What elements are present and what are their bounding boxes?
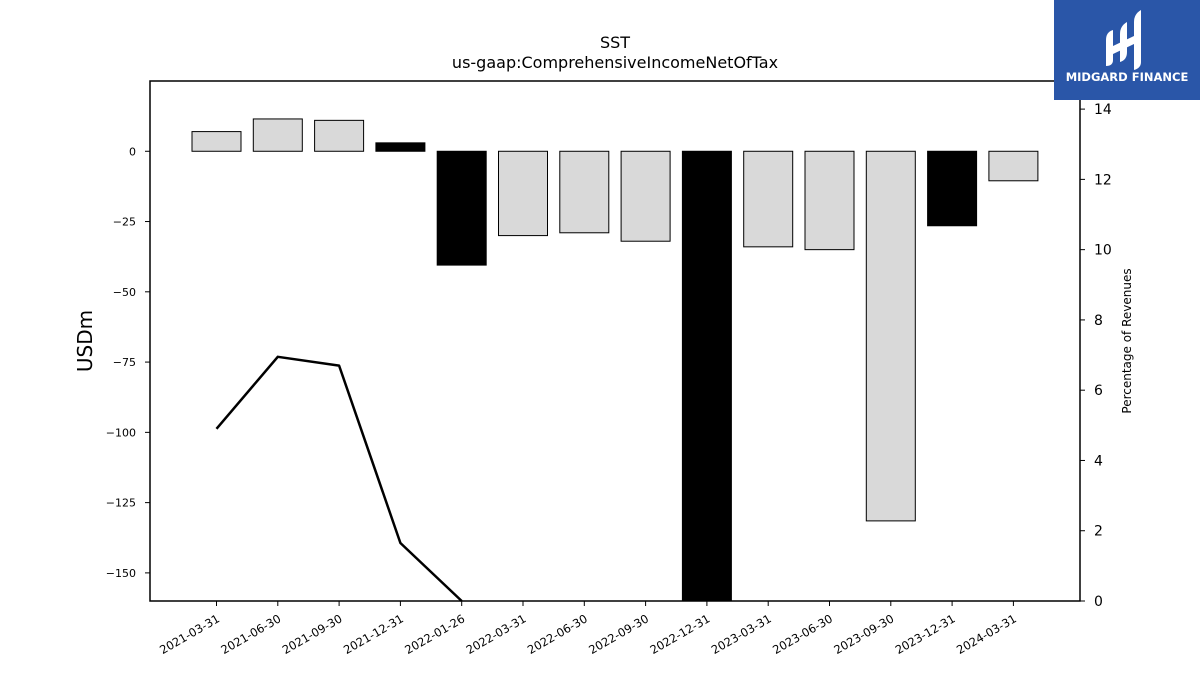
bar-2022-01-26 [436, 150, 487, 266]
bar-2021-06-30 [252, 118, 303, 152]
chart-subtitle: us-gaap:ComprehensiveIncomeNetOfTax [452, 53, 778, 72]
y2-tick-label: 8 [1094, 313, 1103, 329]
bar-2023-06-30 [804, 150, 855, 251]
bar-2022-06-30 [559, 150, 610, 234]
bar-2024-03-31 [988, 150, 1039, 182]
y-tick-label: −125 [106, 497, 136, 510]
y-tick-label: −50 [113, 286, 136, 299]
x-tick-label: 2021-09-30 [280, 611, 345, 657]
brand-logo: MIDGARD FINANCE [1054, 0, 1200, 100]
y2-axis: 0 2 4 6 8 10 12 14 [1080, 102, 1112, 610]
y2-tick-label: 4 [1094, 453, 1103, 469]
x-axis: 2021-03-312021-06-302021-09-302021-12-31… [157, 601, 1019, 657]
bar-2023-03-31 [743, 150, 794, 248]
y-tick-label: −100 [106, 426, 136, 439]
y2-tick-label: 2 [1094, 524, 1103, 540]
y2-tick-label: 14 [1094, 102, 1112, 118]
y-tick-label: −75 [113, 356, 136, 369]
logo-mark-icon [1106, 10, 1141, 70]
x-tick-label: 2023-12-31 [893, 611, 958, 657]
bar-2023-09-30 [865, 150, 916, 522]
y2-tick-label: 0 [1094, 594, 1103, 610]
bar-2023-12-31 [927, 150, 978, 227]
y2-tick-label: 6 [1094, 383, 1103, 399]
y2-tick-label: 12 [1094, 172, 1112, 188]
bars-group [191, 118, 1039, 602]
x-tick-label: 2022-06-30 [525, 611, 590, 657]
x-tick-label: 2022-12-31 [648, 611, 713, 657]
x-tick-label: 2023-06-30 [770, 611, 835, 657]
y-tick-label: −150 [106, 567, 136, 580]
line-group [215, 355, 463, 602]
x-tick-label: 2023-09-30 [831, 611, 896, 657]
y-axis-label: USDm [73, 310, 97, 372]
bar-2021-12-31 [375, 142, 426, 152]
x-tick-label: 2023-03-31 [709, 611, 774, 657]
bar-2021-03-31 [191, 131, 242, 152]
y-tick-label: 0 [129, 145, 136, 158]
logo-text: MIDGARD FINANCE [1066, 70, 1189, 84]
x-tick-label: 2024-03-31 [954, 611, 1019, 657]
x-tick-label: 2021-06-30 [218, 611, 283, 657]
x-tick-label: 2022-01-26 [402, 611, 467, 657]
chart-title: SST [600, 33, 630, 52]
x-tick-label: 2022-09-30 [586, 611, 651, 657]
revenue-percentage-line [215, 355, 463, 602]
bar-2022-12-31 [681, 150, 732, 602]
y2-tick-label: 10 [1094, 243, 1112, 259]
bar-2022-03-31 [498, 150, 548, 237]
bar-2021-09-30 [314, 119, 365, 152]
x-tick-label: 2022-03-31 [464, 611, 529, 657]
y-axis: 0 −25 −50 −75 −100 −125 −150 [106, 145, 150, 580]
x-tick-label: 2021-03-31 [157, 611, 222, 657]
x-tick-label: 2021-12-31 [341, 611, 406, 657]
bar-2022-09-30 [620, 150, 671, 242]
y2-axis-label: Percentage of Revenues [1120, 268, 1134, 413]
y-tick-label: −25 [113, 216, 136, 229]
plot-frame [149, 80, 1081, 602]
